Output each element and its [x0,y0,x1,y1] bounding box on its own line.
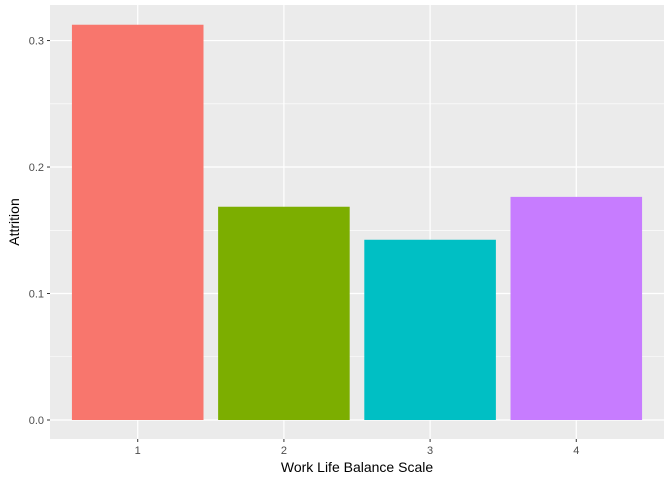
y-tick-label: 0.1 [29,289,44,301]
x-axis-title: Work Life Balance Scale [281,459,433,475]
x-axis-ticks: 1 2 3 4 [135,439,579,457]
bar-2 [218,206,350,420]
bar-3 [364,239,496,420]
x-tick-label: 1 [135,445,141,457]
y-tick-label: 0.3 [29,36,44,48]
y-axis-title: Attrition [6,198,22,245]
bar-1 [71,24,204,421]
x-tick-label: 3 [427,445,433,457]
y-axis-ticks: 0.0 0.1 0.2 0.3 [29,36,50,427]
y-tick-label: 0.0 [29,415,44,427]
bar-4 [510,196,643,420]
y-tick-label: 0.2 [29,162,44,174]
x-tick-label: 2 [281,445,287,457]
bars [71,24,643,421]
x-tick-label: 4 [573,445,579,457]
